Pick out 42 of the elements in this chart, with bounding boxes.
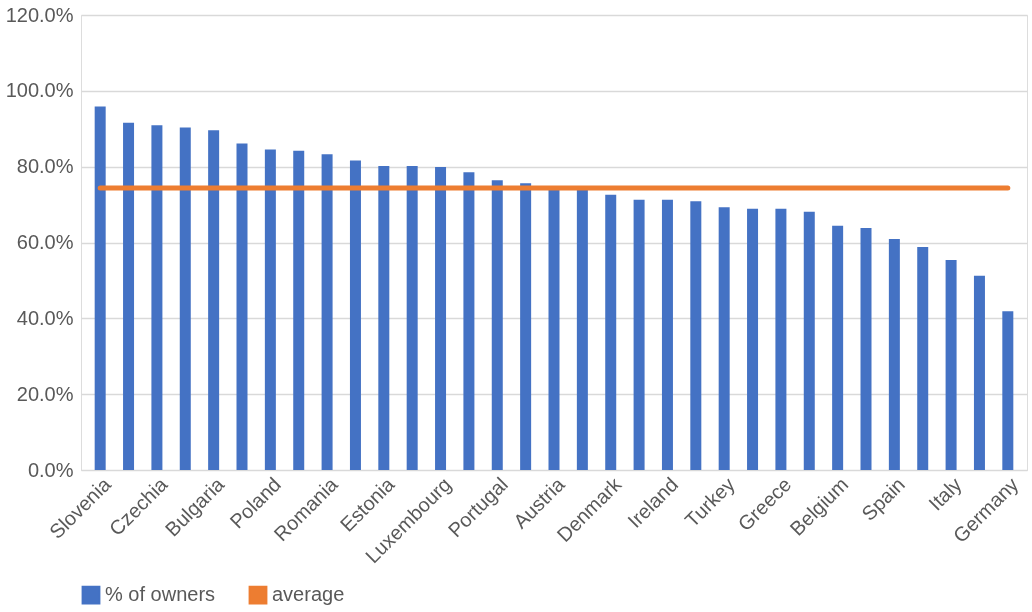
bar (548, 187, 560, 470)
bar (264, 149, 276, 470)
bar (236, 143, 248, 470)
bar (435, 167, 447, 470)
bar (888, 239, 900, 470)
bar (151, 125, 163, 470)
y-tick-label: 60.0% (16, 231, 74, 253)
bar (123, 122, 135, 470)
bar (208, 130, 220, 470)
bar (1002, 311, 1014, 470)
bar (520, 183, 532, 470)
y-tick-label: 80.0% (16, 155, 74, 178)
legend-label: % of owners (105, 583, 216, 606)
bar (945, 259, 957, 470)
bar (917, 247, 929, 470)
bar (463, 172, 475, 470)
bar (94, 106, 106, 470)
bar (293, 150, 305, 470)
bar (378, 165, 390, 470)
bar (321, 154, 333, 470)
bar (718, 207, 730, 470)
bar (661, 199, 673, 470)
bar (747, 208, 759, 470)
bar (633, 199, 645, 470)
y-tick-label: 40.0% (16, 306, 74, 329)
y-tick-label: 100.0% (5, 79, 74, 102)
bar (690, 201, 702, 470)
bar (349, 160, 361, 470)
bar (605, 194, 617, 470)
bar (179, 127, 191, 470)
bar (576, 188, 588, 470)
bar (973, 275, 985, 470)
bar (491, 180, 503, 470)
y-tick-label: 20.0% (16, 382, 74, 405)
y-tick-label: 120.0% (5, 3, 74, 26)
bar (406, 165, 418, 470)
bar (803, 211, 815, 470)
bar (775, 208, 787, 470)
legend-label: average (272, 583, 345, 606)
bar (860, 228, 872, 470)
y-tick-label: 0.0% (27, 458, 74, 481)
bar (832, 225, 844, 470)
